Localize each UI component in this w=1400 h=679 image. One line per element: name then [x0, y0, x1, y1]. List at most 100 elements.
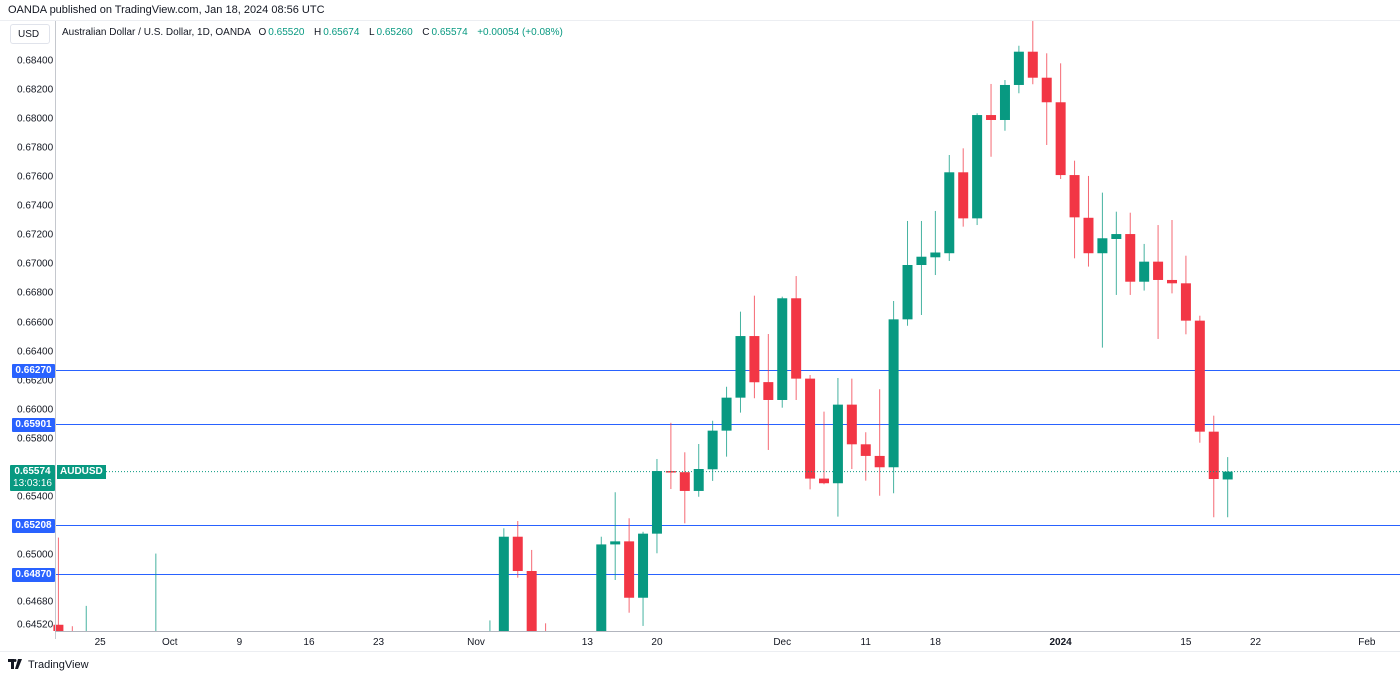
candle-body	[777, 298, 788, 400]
price-tick-label: 0.66600	[17, 317, 54, 329]
footer-divider	[0, 651, 1400, 652]
candle	[665, 422, 676, 490]
candle-body	[930, 252, 941, 258]
price-tick-label: 0.67800	[17, 142, 54, 154]
time-tick-label: 15	[1180, 637, 1192, 648]
candle-body	[1055, 102, 1066, 176]
time-tick-label: 23	[372, 637, 385, 648]
candle	[916, 220, 927, 315]
candle-body	[749, 336, 760, 383]
candle-body	[958, 172, 969, 219]
currency-button[interactable]: USD	[10, 24, 50, 44]
time-tick-label: 22	[1249, 637, 1262, 648]
tradingview-logo-icon	[8, 658, 24, 672]
candle-body	[1097, 238, 1108, 254]
candle-body	[846, 404, 857, 445]
tradingview-brand: TradingView	[28, 659, 89, 671]
candle-body	[735, 336, 746, 398]
high-label: H	[314, 27, 322, 38]
candle	[1055, 63, 1066, 179]
candle	[763, 334, 774, 450]
time-tick-label: 20	[651, 637, 663, 648]
candle-body	[972, 115, 983, 219]
open-label: O	[258, 27, 267, 38]
candle-body	[498, 536, 509, 631]
candle	[1139, 243, 1150, 291]
candle	[707, 420, 718, 481]
time-tick-label: 25	[94, 637, 106, 648]
candle	[930, 210, 941, 276]
candle	[749, 295, 760, 399]
candle	[1208, 415, 1219, 518]
level-price-badge: 0.65208	[12, 518, 55, 533]
candle	[624, 518, 635, 613]
candle-body	[832, 404, 843, 484]
candle-body	[819, 478, 829, 484]
candle	[512, 521, 523, 578]
price-tick-label: 0.66800	[17, 287, 54, 299]
open-value: 0.65520	[268, 27, 305, 38]
close-label: C	[422, 27, 430, 38]
candle-body	[1125, 234, 1136, 282]
published-note: OANDA published on TradingView.com, Jan …	[8, 4, 325, 16]
candle-body	[1027, 51, 1038, 78]
candle	[721, 386, 732, 457]
level-price-badge: 0.66270	[12, 363, 55, 378]
candle	[832, 378, 843, 517]
candle-body	[1069, 175, 1080, 218]
candle	[1125, 212, 1136, 295]
symbol-legend: Australian Dollar / U.S. Dollar, 1D, OAN…	[62, 27, 567, 38]
candle-body	[721, 397, 732, 431]
symbol-tag: AUDUSD	[57, 464, 106, 479]
candle-body	[707, 430, 718, 470]
time-tick-label: 9	[236, 637, 243, 648]
candle-body	[624, 541, 635, 598]
price-tick-label: 0.64520	[17, 619, 54, 631]
candle-body	[791, 298, 802, 379]
candle-body	[1139, 261, 1150, 282]
candle	[1097, 192, 1108, 348]
candle-body	[651, 471, 662, 534]
candle	[651, 458, 662, 554]
time-tick-label: 13	[581, 637, 593, 648]
candle	[1180, 255, 1191, 335]
candle-body	[1194, 320, 1205, 432]
candle-body	[999, 84, 1010, 120]
price-tick-label: 0.65800	[17, 433, 54, 445]
candle	[638, 531, 649, 626]
time-tick-label: Dec	[773, 637, 792, 648]
candle-body	[1208, 431, 1219, 480]
candle-body	[679, 472, 690, 491]
time-tick-label: Nov	[467, 637, 485, 648]
candle	[1013, 45, 1024, 94]
candle-body	[693, 469, 704, 491]
candle-body	[860, 444, 871, 456]
candle	[1167, 219, 1177, 294]
candle	[53, 537, 64, 631]
price-tick-label: 0.68200	[17, 84, 54, 96]
candle-body	[1083, 217, 1094, 254]
candle-body	[1222, 471, 1233, 480]
high-value: 0.65674	[323, 27, 360, 38]
candle-body	[916, 256, 927, 266]
price-tick-label: 0.68400	[17, 55, 54, 67]
candle	[958, 148, 969, 227]
footer: TradingView	[8, 658, 89, 672]
time-tick-label: Oct	[161, 637, 178, 648]
candle	[693, 444, 704, 497]
candle	[1153, 225, 1164, 339]
candle-body	[1111, 234, 1122, 239]
candle-body	[638, 533, 649, 598]
candle	[972, 113, 983, 226]
symbol-description: Australian Dollar / U.S. Dollar, 1D, OAN…	[62, 27, 251, 38]
low-label: L	[368, 27, 375, 38]
price-tick-label: 0.68000	[17, 113, 54, 125]
header-divider	[0, 20, 1400, 21]
time-tick-label: Feb	[1358, 637, 1376, 648]
candle	[805, 374, 816, 490]
candle-body	[512, 536, 523, 572]
candle-body	[902, 265, 913, 320]
candle	[735, 311, 746, 413]
candle-body	[1180, 283, 1191, 321]
